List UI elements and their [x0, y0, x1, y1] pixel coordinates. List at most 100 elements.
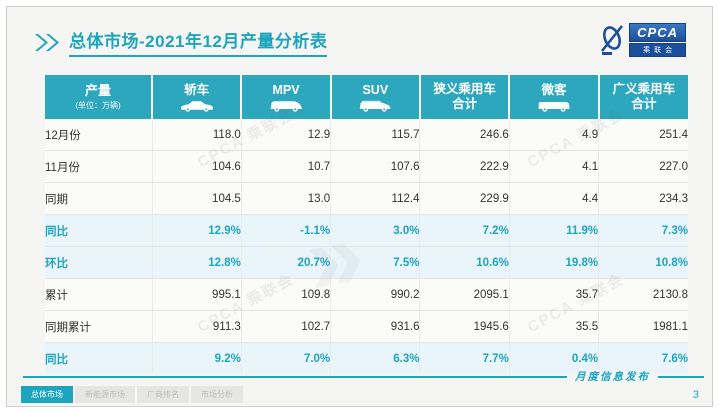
row-label: 同期累计	[45, 310, 153, 343]
table-row: 12月份 118.0 12.9 115.7 246.6 4.9 251.4	[45, 119, 688, 151]
cell-value: 107.6	[330, 150, 421, 183]
cell-value: 118.0	[152, 119, 242, 151]
table-row: 累计 995.1 109.8 990.2 2095.1 35.7 2130.8	[45, 278, 688, 311]
cell-value: 246.6	[419, 119, 510, 151]
corner-header-cell: 产量 (单位：万辆)	[45, 75, 153, 119]
row-label: 12月份	[45, 119, 153, 151]
unit-note: (单位：万辆)	[75, 100, 121, 110]
table-row: 环比 12.8% 20.7% 7.5% 10.6% 19.8% 10.8%	[45, 246, 688, 279]
cell-value: 222.9	[419, 150, 510, 183]
cell-value: 7.2%	[419, 214, 510, 247]
cell-value: 7.6%	[598, 342, 688, 374]
cell-value: 7.0%	[241, 342, 332, 374]
cell-value: 229.9	[419, 182, 510, 215]
cell-value: 20.7%	[241, 246, 332, 279]
cell-value: 12.9%	[152, 214, 242, 247]
cell-value: 4.4	[509, 182, 600, 215]
cell-value: 9.2%	[152, 342, 242, 374]
cell-value: 0.4%	[509, 342, 600, 374]
slide-header: 总体市场-2021年12月产量分析表	[35, 27, 328, 57]
footer-nav: 总体市场 新能源市场 厂商排名 市场分析	[21, 386, 243, 403]
table-row: 同比 12.9% -1.1% 3.0% 7.2% 11.9% 7.3%	[45, 214, 688, 247]
table-row: 11月份 104.6 10.7 107.6 222.9 4.1 227.0	[45, 150, 688, 183]
cell-value: 19.8%	[509, 246, 600, 279]
cell-value: 931.6	[330, 310, 421, 343]
row-label: 同比	[45, 214, 153, 247]
row-label: 同比	[45, 342, 153, 374]
production-table: 产量 (单位：万辆) 轿车 MPV SUV 狭义乘用车 合计 微客 广义乘用车 合计 12月份…	[45, 75, 688, 374]
table-body: 12月份 118.0 12.9 115.7 246.6 4.9 251.4 11月份 104.6…	[45, 119, 688, 374]
double-chevron-icon	[35, 33, 59, 51]
cell-value: 3.0%	[330, 214, 421, 247]
page-number: 3	[692, 389, 699, 401]
cell-value: -1.1%	[241, 214, 332, 247]
sedan-icon	[153, 99, 240, 112]
cpca-wordmark: CPCA 乘联会	[629, 23, 686, 57]
cell-value: 35.5	[509, 310, 600, 343]
publication-label: 月度信息发布	[575, 372, 650, 383]
cell-value: 7.3%	[598, 214, 688, 247]
page-title: 总体市场-2021年12月产量分析表	[69, 27, 328, 57]
cpca-sub-text: 乘联会	[629, 43, 686, 57]
cell-value: 10.7	[241, 150, 332, 183]
footer-tab-3[interactable]: 市场分析	[191, 386, 243, 403]
col-header-0: 轿车	[152, 75, 243, 119]
suv-icon	[332, 99, 419, 112]
cell-value: 227.0	[598, 150, 688, 183]
table-row: 同期 104.5 13.0 112.4 229.9 4.4 234.3	[45, 182, 688, 215]
cell-value: 112.4	[330, 182, 421, 215]
cell-value: 995.1	[152, 278, 242, 311]
cell-value: 990.2	[330, 278, 421, 311]
table-row: 同期累计 911.3 102.7 931.6 1945.6 35.5 1981.1	[45, 310, 688, 343]
col-header-2: SUV	[330, 75, 421, 119]
cell-value: 1945.6	[419, 310, 510, 343]
cell-value: 104.5	[152, 182, 242, 215]
cell-value: 35.7	[509, 278, 600, 311]
cell-value: 11.9%	[509, 214, 600, 247]
cell-value: 10.6%	[419, 246, 510, 279]
footer-tab-0[interactable]: 总体市场	[21, 386, 73, 403]
cpca-emblem-icon	[601, 25, 624, 55]
col-header-4: 微客	[509, 75, 600, 119]
col-header-5: 广义乘用车 合计	[598, 75, 688, 119]
row-label: 同期	[45, 182, 153, 215]
cell-value: 6.3%	[330, 342, 421, 374]
footer-line-right	[658, 375, 704, 378]
cpca-brand-text: CPCA	[629, 23, 686, 42]
cell-value: 12.8%	[152, 246, 242, 279]
col-header-3: 狭义乘用车 合计	[419, 75, 511, 119]
footer-line-left	[23, 375, 567, 378]
cell-value: 4.1	[509, 150, 600, 183]
cell-value: 102.7	[241, 310, 332, 343]
unit-label: 产量	[84, 83, 111, 99]
footer-tab-2[interactable]: 厂商排名	[137, 386, 189, 403]
mpv-icon	[242, 99, 329, 112]
microvan-icon	[510, 99, 597, 112]
cell-value: 13.0	[241, 182, 332, 215]
cell-value: 4.9	[509, 119, 600, 151]
cell-value: 10.8%	[598, 246, 688, 279]
cell-value: 7.7%	[419, 342, 510, 374]
cpca-logo: CPCA 乘联会	[599, 23, 686, 57]
cell-value: 109.8	[241, 278, 332, 311]
cell-value: 115.7	[330, 119, 421, 151]
col-header-1: MPV	[241, 75, 332, 119]
table-row: 同比 9.2% 7.0% 6.3% 7.7% 0.4% 7.6%	[45, 342, 688, 374]
footer-rule: 月度信息发布	[23, 369, 704, 384]
footer-tab-1[interactable]: 新能源市场	[75, 386, 135, 403]
slide: 总体市场-2021年12月产量分析表 CPCA 乘联会 产量 (单位：万辆)	[6, 6, 713, 407]
row-label: 11月份	[45, 150, 153, 183]
cell-value: 234.3	[598, 182, 688, 215]
cell-value: 1981.1	[598, 310, 688, 343]
cell-value: 251.4	[598, 119, 688, 151]
cell-value: 12.9	[241, 119, 332, 151]
cell-value: 104.6	[152, 150, 242, 183]
cell-value: 2095.1	[419, 278, 510, 311]
cell-value: 911.3	[152, 310, 242, 343]
cell-value: 2130.8	[598, 278, 688, 311]
row-label: 累计	[45, 278, 153, 311]
row-label: 环比	[45, 246, 153, 279]
table-header-row: 产量 (单位：万辆) 轿车 MPV SUV 狭义乘用车 合计 微客 广义乘用车 合计	[45, 75, 688, 119]
cell-value: 7.5%	[330, 246, 421, 279]
